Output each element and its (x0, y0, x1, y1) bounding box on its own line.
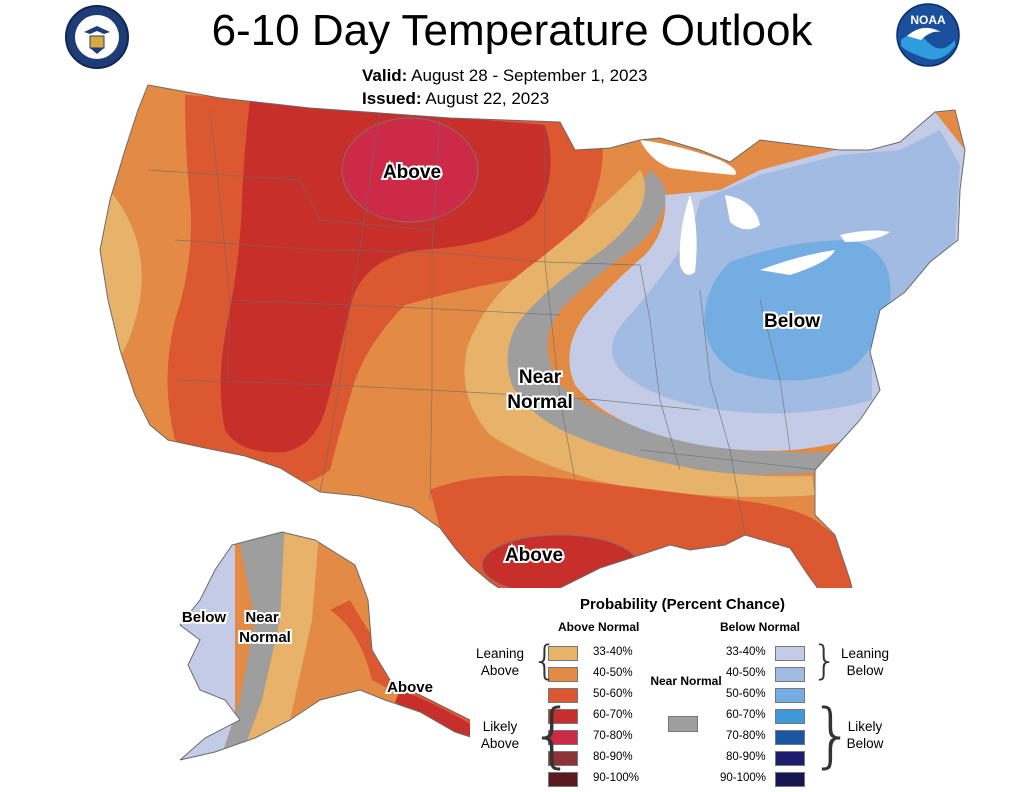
legend-near-normal: Near Normal (650, 674, 722, 688)
legend-below-pct: 33-40% (726, 646, 766, 658)
ak-zone-60 (395, 690, 480, 745)
legend-below-swatch-33 (775, 646, 805, 661)
zone-lean-above-strip (464, 170, 815, 497)
legend-likely-above: Likely Above (480, 719, 520, 751)
legend-above-swatch-80 (548, 751, 578, 766)
brace-likely-above-icon: { (530, 694, 575, 776)
alaska-region (179, 531, 481, 761)
valid-label: Valid: (362, 66, 408, 85)
zone-north-70 (341, 117, 479, 223)
issued-label: Issued: (362, 89, 422, 108)
brace-leaning-below-icon: } (812, 638, 838, 684)
lake-huron (725, 195, 760, 230)
legend-leaning-below: Leaning Below (840, 646, 890, 678)
issued-date: August 22, 2023 (425, 89, 550, 108)
commerce-seal-icon (65, 5, 129, 69)
legend-below-pct: 50-60% (726, 688, 766, 700)
legend-below-header: Below Normal (720, 620, 801, 634)
legend-above-pct: 33-40% (593, 646, 633, 658)
lake-superior (640, 140, 736, 175)
valid-line: Valid: August 28 - September 1, 2023 (362, 66, 647, 86)
lake-erie (760, 250, 835, 275)
brace-leaning-above-icon: { (532, 638, 558, 684)
ak-zone-near (220, 532, 285, 760)
legend-above-pct: 80-90% (593, 751, 633, 763)
noaa-text: NOAA (910, 13, 946, 27)
legend-above-pct: 50-60% (593, 688, 633, 700)
legend-near-swatch (668, 716, 698, 732)
legend-above-swatch-90 (548, 772, 578, 787)
legend-below-pct: 90-100% (720, 772, 767, 784)
legend-above-pct: 70-80% (593, 730, 633, 742)
legend-above-pct: 40-50% (593, 667, 633, 679)
legend-below-swatch-40 (775, 667, 805, 682)
label-ak-above: Above (387, 679, 433, 696)
legend-below-swatch-50 (775, 688, 805, 703)
legend-likely-below: Likely Below (846, 719, 884, 751)
legend-above-swatch-60 (548, 709, 578, 724)
legend-leaning-above: Leaning Above (475, 646, 525, 678)
conus-region (99, 84, 966, 621)
legend-above-header: Above Normal (558, 620, 640, 634)
legend-panel (470, 588, 890, 792)
ak-zone-33 (240, 532, 320, 760)
lake-michigan (679, 195, 697, 275)
legend-below-pct: 70-80% (726, 730, 766, 742)
map-title: 6-10 Day Temperature Outlook (211, 6, 813, 55)
legend-above-swatch-33 (548, 646, 578, 661)
state-borders (147, 109, 821, 536)
zone-east-50 (704, 240, 891, 381)
label-above-texas: Above (505, 545, 563, 566)
issued-line: Issued: August 22, 2023 (362, 89, 549, 109)
legend-above-swatch-50 (548, 688, 578, 703)
legend-below-swatch-60 (775, 709, 805, 724)
lake-ontario (840, 230, 890, 242)
legend-above-pct: 90-100% (593, 772, 640, 784)
legend-below-pct: 80-90% (726, 751, 766, 763)
ak-zone-below (180, 532, 235, 760)
legend-above-swatch-40 (548, 667, 578, 682)
label-near-line1: Near (519, 367, 562, 388)
label-ak-near2: Normal (239, 629, 291, 646)
legend-title: Probability (Percent Chance) (579, 596, 786, 613)
legend-above-swatch-70 (548, 730, 578, 745)
valid-dates: August 28 - September 1, 2023 (411, 66, 648, 85)
label-below-east: Below (764, 311, 820, 332)
legend-below-swatch-80 (775, 751, 805, 766)
label-ak-below: Below (182, 609, 227, 626)
legend-below-pct: 60-70% (726, 709, 766, 721)
zone-near-normal-band (479, 170, 840, 475)
noaa-logo-icon: NOAA (896, 3, 960, 67)
legend-below-pct: 40-50% (726, 667, 766, 679)
legend-below-swatch-70 (775, 730, 805, 745)
legend-below-swatch-90 (775, 772, 805, 787)
label-above-north: Above (383, 162, 441, 183)
label-near-line2: Normal (507, 392, 572, 413)
brace-likely-below-icon: } (810, 694, 855, 776)
legend-above-pct: 60-70% (593, 709, 633, 721)
label-ak-near1: Near (245, 609, 279, 626)
